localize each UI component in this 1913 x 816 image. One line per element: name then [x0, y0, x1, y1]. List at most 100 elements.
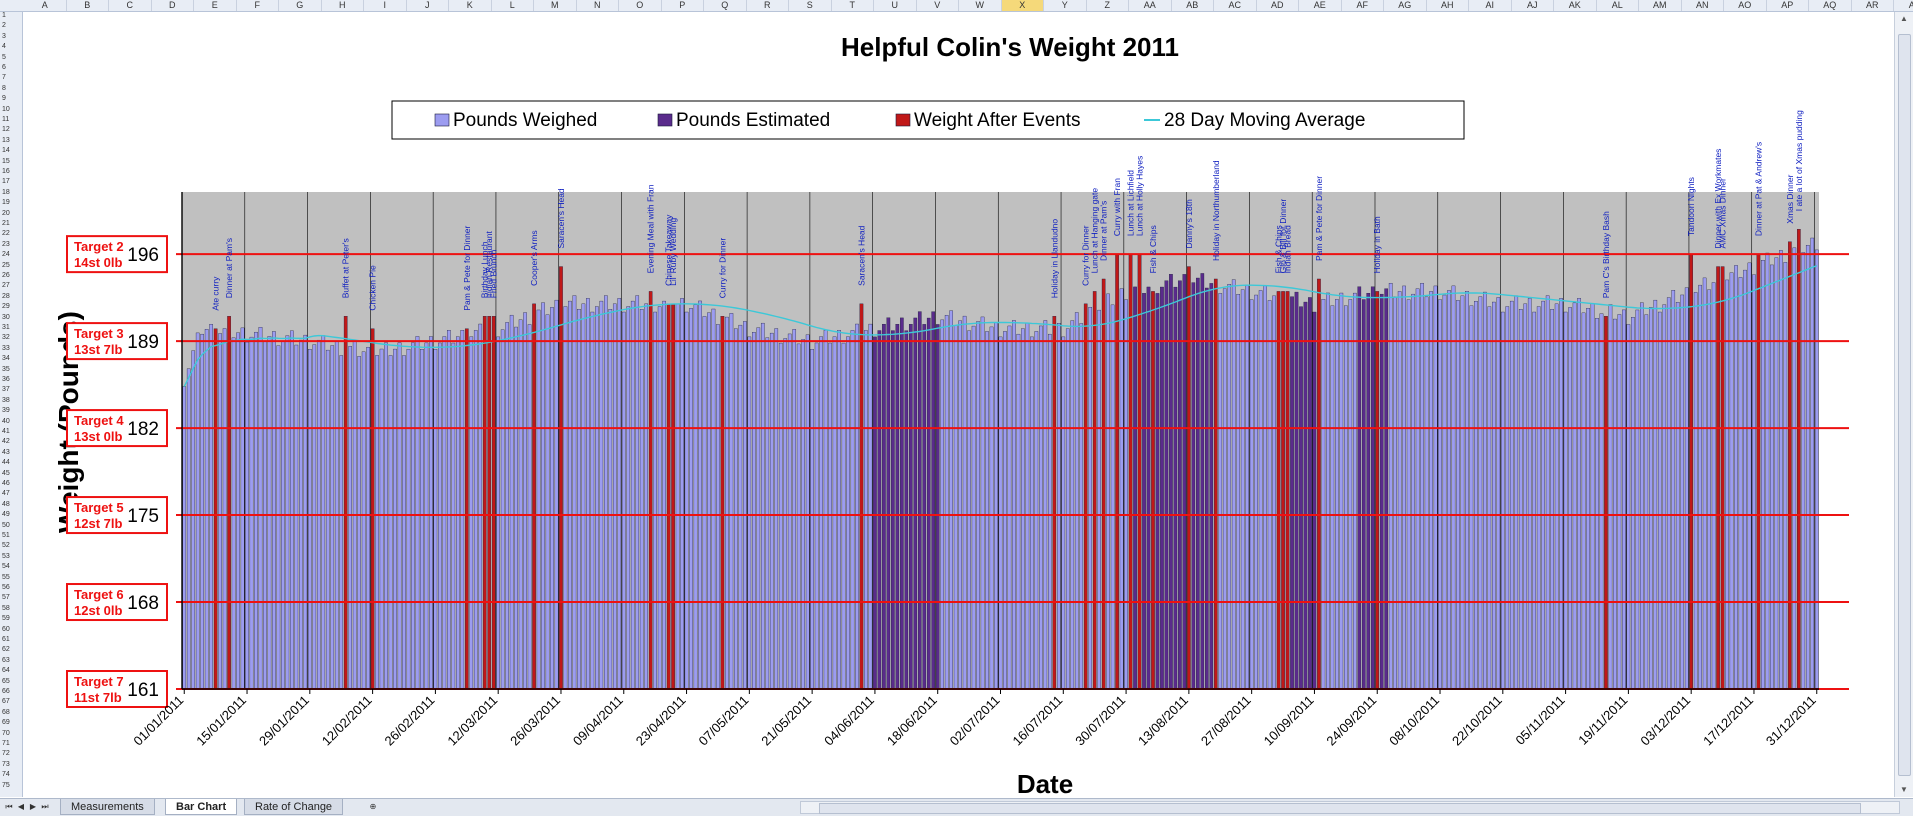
bar-chart[interactable]: Helpful Colin's Weight 2011 Weight (Poun… — [24, 12, 1892, 799]
row-header-18[interactable]: 18 — [2, 188, 10, 196]
column-header-b[interactable]: B — [67, 0, 109, 11]
row-header-21[interactable]: 21 — [2, 220, 10, 227]
row-header-71[interactable]: 71 — [2, 740, 10, 747]
column-header-m[interactable]: M — [534, 0, 577, 11]
prev-sheet-icon[interactable]: ◀ — [17, 802, 25, 811]
row-header-50[interactable]: 50 — [2, 521, 10, 529]
tab-rate-of-change[interactable]: Rate of Change — [244, 799, 344, 815]
column-header-ac[interactable]: AC — [1214, 0, 1257, 11]
row-header-63[interactable]: 63 — [2, 656, 10, 664]
column-header-v[interactable]: V — [917, 0, 959, 11]
tab-measurements[interactable]: Measurements — [60, 799, 155, 815]
row-header-23[interactable]: 23 — [2, 240, 10, 248]
row-header-20[interactable]: 20 — [2, 209, 10, 217]
row-header-72[interactable]: 72 — [2, 750, 10, 758]
column-header-ag[interactable]: AG — [1384, 0, 1427, 11]
row-header-2[interactable]: 2 — [2, 22, 6, 30]
column-header-s[interactable]: S — [789, 0, 832, 11]
row-header-74[interactable]: 74 — [2, 771, 10, 779]
column-header-u[interactable]: U — [874, 0, 917, 11]
column-header-z[interactable]: Z — [1087, 0, 1129, 11]
column-header-ah[interactable]: AH — [1427, 0, 1469, 11]
row-header-45[interactable]: 45 — [2, 469, 10, 477]
column-header-y[interactable]: Y — [1044, 0, 1087, 11]
column-header-p[interactable]: P — [662, 0, 704, 11]
row-header-40[interactable]: 40 — [2, 417, 10, 425]
row-header-66[interactable]: 66 — [2, 688, 10, 695]
row-header-16[interactable]: 16 — [2, 168, 10, 175]
row-header-27[interactable]: 27 — [2, 282, 10, 290]
vertical-scroll-thumb[interactable] — [1898, 34, 1911, 776]
row-header-55[interactable]: 55 — [2, 573, 10, 581]
row-header-17[interactable]: 17 — [2, 178, 10, 186]
row-header-34[interactable]: 34 — [2, 355, 10, 363]
row-header-49[interactable]: 49 — [2, 511, 10, 519]
row-header-35[interactable]: 35 — [2, 365, 10, 373]
column-header-ao[interactable]: AO — [1724, 0, 1767, 11]
row-header-32[interactable]: 32 — [2, 334, 10, 342]
row-header-58[interactable]: 58 — [2, 604, 10, 612]
column-header-af[interactable]: AF — [1342, 0, 1384, 11]
row-header-9[interactable]: 9 — [2, 95, 6, 103]
row-header-68[interactable]: 68 — [2, 708, 10, 716]
column-header-ar[interactable]: AR — [1852, 0, 1894, 11]
row-header-67[interactable]: 67 — [2, 698, 10, 706]
column-header-aq[interactable]: AQ — [1809, 0, 1852, 11]
row-header-25[interactable]: 25 — [2, 261, 10, 269]
row-header-4[interactable]: 4 — [2, 43, 6, 51]
row-header-57[interactable]: 57 — [2, 594, 10, 602]
row-header-46[interactable]: 46 — [2, 480, 10, 487]
row-header-11[interactable]: 11 — [2, 116, 10, 123]
row-header-38[interactable]: 38 — [2, 396, 10, 404]
row-header-52[interactable]: 52 — [2, 542, 10, 550]
column-header-x[interactable]: X — [1001, 0, 1044, 11]
row-header-5[interactable]: 5 — [2, 53, 6, 61]
column-header-o[interactable]: O — [619, 0, 662, 11]
row-header-41[interactable]: 41 — [2, 428, 10, 435]
row-header-22[interactable]: 22 — [2, 230, 10, 238]
row-header-60[interactable]: 60 — [2, 625, 10, 633]
last-sheet-icon[interactable]: ⏭ — [41, 802, 49, 811]
column-header-al[interactable]: AL — [1597, 0, 1639, 11]
column-header-a[interactable]: A — [24, 0, 67, 11]
column-header-h[interactable]: H — [322, 0, 364, 11]
tab-bar-chart[interactable]: Bar Chart — [165, 799, 238, 815]
row-header-6[interactable]: 6 — [2, 64, 6, 71]
row-header-19[interactable]: 19 — [2, 199, 10, 207]
column-header-as[interactable]: AS — [1894, 0, 1913, 11]
column-header-j[interactable]: J — [407, 0, 449, 11]
column-header-ad[interactable]: AD — [1257, 0, 1299, 11]
scroll-up-icon[interactable]: ▲ — [1900, 14, 1908, 23]
row-header-28[interactable]: 28 — [2, 292, 10, 300]
column-header-w[interactable]: W — [959, 0, 1002, 11]
column-header-f[interactable]: F — [237, 0, 279, 11]
row-header-56[interactable]: 56 — [2, 584, 10, 591]
row-header-42[interactable]: 42 — [2, 438, 10, 446]
column-header-e[interactable]: E — [194, 0, 237, 11]
column-header-am[interactable]: AM — [1639, 0, 1682, 11]
column-header-ab[interactable]: AB — [1172, 0, 1214, 11]
row-header-26[interactable]: 26 — [2, 272, 10, 279]
row-header-47[interactable]: 47 — [2, 490, 10, 498]
insert-sheet-icon[interactable]: ⊕ — [369, 802, 377, 811]
column-header-k[interactable]: K — [449, 0, 492, 11]
row-header-13[interactable]: 13 — [2, 136, 10, 144]
row-header-36[interactable]: 36 — [2, 376, 10, 383]
horizontal-scroll-thumb[interactable] — [819, 803, 1861, 814]
vertical-scrollbar[interactable]: ▲ ▼ — [1894, 12, 1913, 797]
column-header-ai[interactable]: AI — [1469, 0, 1512, 11]
row-header-69[interactable]: 69 — [2, 719, 10, 727]
column-header-d[interactable]: D — [152, 0, 194, 11]
row-header-54[interactable]: 54 — [2, 563, 10, 571]
row-header-48[interactable]: 48 — [2, 500, 10, 508]
horizontal-scrollbar[interactable] — [800, 801, 1900, 814]
column-header-ak[interactable]: AK — [1554, 0, 1597, 11]
row-header-70[interactable]: 70 — [2, 729, 10, 737]
row-header-65[interactable]: 65 — [2, 677, 10, 685]
row-header-10[interactable]: 10 — [2, 105, 10, 113]
column-header-an[interactable]: AN — [1682, 0, 1724, 11]
column-header-ap[interactable]: AP — [1767, 0, 1809, 11]
column-header-l[interactable]: L — [492, 0, 534, 11]
column-header-aj[interactable]: AJ — [1512, 0, 1554, 11]
column-header-n[interactable]: N — [577, 0, 619, 11]
